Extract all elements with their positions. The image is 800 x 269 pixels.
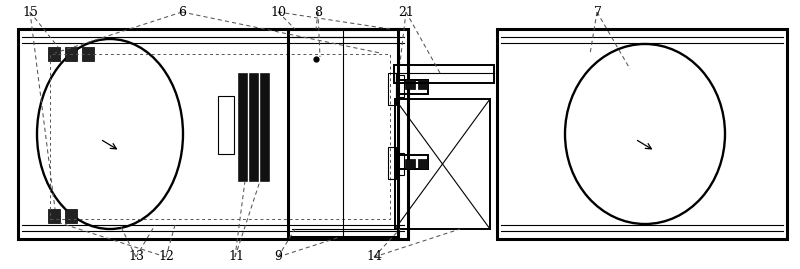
Text: 10: 10 <box>270 6 286 19</box>
Text: 21: 21 <box>398 6 414 19</box>
Bar <box>388 73 396 105</box>
Bar <box>260 73 269 181</box>
Text: 11: 11 <box>228 250 244 263</box>
Bar <box>18 29 408 239</box>
Bar <box>405 159 415 169</box>
Text: 9: 9 <box>274 250 282 263</box>
Text: 14: 14 <box>366 250 382 263</box>
Bar <box>65 47 77 61</box>
Text: 8: 8 <box>314 6 322 19</box>
Bar <box>50 54 390 219</box>
Text: 15: 15 <box>22 6 38 19</box>
Bar <box>388 147 396 179</box>
Bar <box>288 29 398 237</box>
Text: 12: 12 <box>158 250 174 263</box>
Bar <box>395 99 490 229</box>
Bar <box>396 153 404 175</box>
Bar <box>82 47 94 61</box>
Bar <box>497 29 787 239</box>
Text: 6: 6 <box>178 6 186 19</box>
Bar <box>249 73 258 181</box>
Bar <box>394 65 494 83</box>
Text: 13: 13 <box>128 250 144 263</box>
Bar <box>48 47 60 61</box>
Text: 7: 7 <box>594 6 602 19</box>
Bar <box>238 73 247 181</box>
Bar <box>398 155 428 169</box>
Bar <box>405 79 415 89</box>
Bar <box>418 79 428 89</box>
Bar <box>48 209 60 223</box>
Bar <box>396 75 404 97</box>
Bar <box>418 159 428 169</box>
Bar <box>398 80 428 94</box>
Bar <box>65 209 77 223</box>
Bar <box>218 96 234 154</box>
